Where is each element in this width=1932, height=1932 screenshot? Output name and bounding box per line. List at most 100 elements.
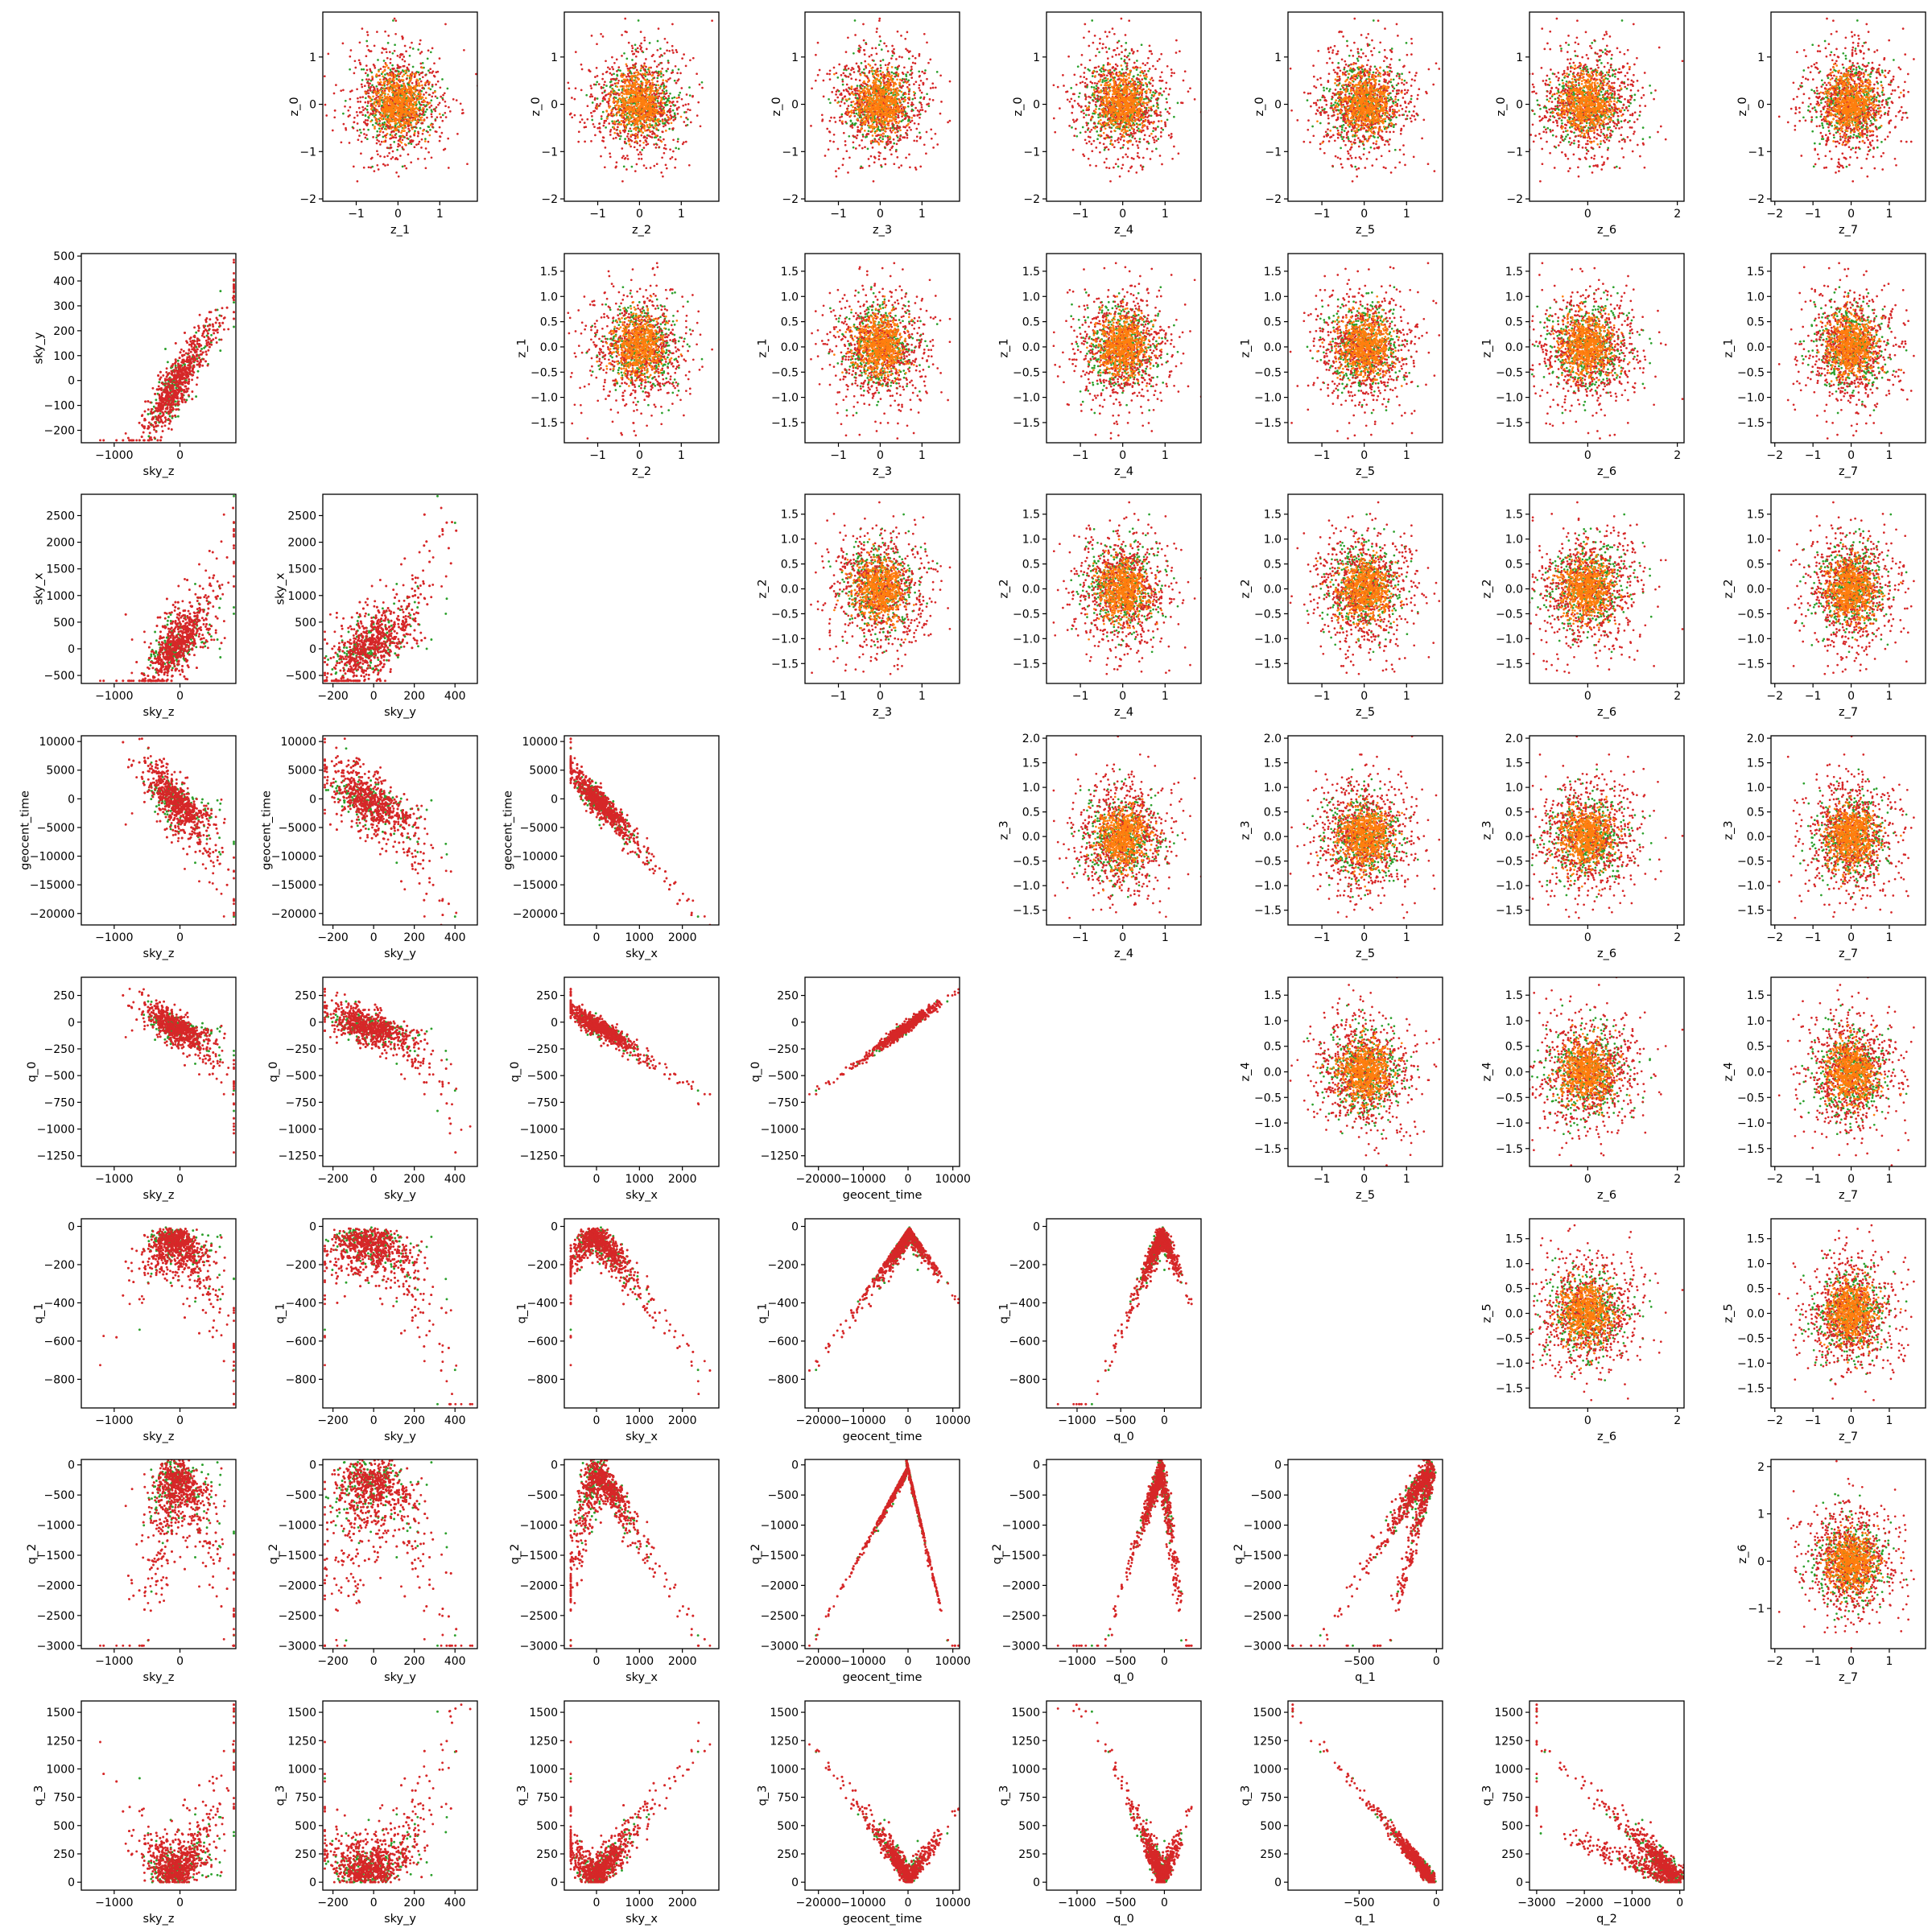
point xyxy=(907,102,910,105)
point xyxy=(367,129,369,131)
x-tick-label: 1 xyxy=(436,208,444,221)
point xyxy=(860,95,862,97)
point xyxy=(374,65,376,68)
point xyxy=(353,121,356,123)
point xyxy=(569,114,572,116)
point xyxy=(642,126,644,129)
point xyxy=(840,93,843,95)
point xyxy=(625,125,627,127)
point xyxy=(394,109,396,112)
point xyxy=(642,131,644,134)
point xyxy=(413,114,415,117)
point xyxy=(669,77,671,80)
point xyxy=(376,150,378,152)
point xyxy=(402,88,405,90)
point xyxy=(415,126,417,128)
point xyxy=(876,53,878,56)
point xyxy=(342,43,345,45)
point xyxy=(364,108,366,110)
point xyxy=(823,80,825,82)
point xyxy=(815,80,817,82)
point xyxy=(852,101,855,103)
point xyxy=(621,80,624,83)
point xyxy=(600,155,602,158)
point xyxy=(885,163,887,166)
point xyxy=(672,101,675,103)
point xyxy=(592,123,595,126)
point xyxy=(835,170,837,172)
point xyxy=(414,132,416,134)
point xyxy=(590,93,592,96)
point xyxy=(884,85,886,87)
point xyxy=(440,86,442,89)
point xyxy=(388,127,390,130)
point xyxy=(837,148,840,151)
point xyxy=(628,130,630,132)
point xyxy=(419,113,421,115)
point xyxy=(448,167,450,169)
point xyxy=(403,165,406,167)
point xyxy=(888,80,890,82)
point xyxy=(594,76,597,78)
point xyxy=(660,76,663,78)
point xyxy=(369,100,372,102)
point xyxy=(886,45,888,47)
point xyxy=(428,106,431,109)
point xyxy=(620,98,622,101)
point xyxy=(627,69,630,72)
point xyxy=(692,57,695,60)
point xyxy=(628,81,630,84)
point xyxy=(611,74,613,76)
point xyxy=(883,43,886,45)
point xyxy=(854,103,857,105)
point xyxy=(678,106,680,109)
point xyxy=(906,81,908,84)
point xyxy=(382,102,385,105)
point xyxy=(918,70,920,72)
point xyxy=(593,110,596,113)
point xyxy=(374,103,376,105)
point xyxy=(630,67,632,69)
point xyxy=(621,116,623,118)
point xyxy=(844,121,847,123)
point xyxy=(441,78,444,80)
point xyxy=(639,144,642,147)
point xyxy=(380,114,382,116)
point xyxy=(861,123,864,126)
point xyxy=(423,93,425,96)
point xyxy=(854,136,857,138)
point xyxy=(415,90,417,93)
point xyxy=(466,163,469,165)
point xyxy=(637,131,639,134)
point xyxy=(379,103,382,105)
point xyxy=(365,114,367,117)
point xyxy=(398,56,401,59)
point xyxy=(637,51,639,53)
point xyxy=(431,116,433,118)
point xyxy=(669,111,671,114)
point xyxy=(870,140,873,142)
point xyxy=(412,47,415,50)
point xyxy=(645,80,647,82)
point xyxy=(386,118,389,121)
point xyxy=(390,73,393,76)
point xyxy=(656,96,658,98)
point xyxy=(642,109,644,112)
point xyxy=(926,78,928,80)
point xyxy=(910,110,913,113)
point xyxy=(871,47,873,50)
point xyxy=(915,128,918,130)
point xyxy=(844,140,847,142)
point xyxy=(890,57,893,60)
point xyxy=(852,141,855,143)
y-tick-label: −2 xyxy=(299,193,316,206)
point xyxy=(861,167,864,169)
point xyxy=(617,66,620,68)
point xyxy=(409,79,411,81)
point xyxy=(927,62,930,64)
point xyxy=(658,93,661,95)
point xyxy=(631,111,634,114)
point xyxy=(880,94,882,97)
point xyxy=(906,49,909,52)
point xyxy=(620,85,622,88)
